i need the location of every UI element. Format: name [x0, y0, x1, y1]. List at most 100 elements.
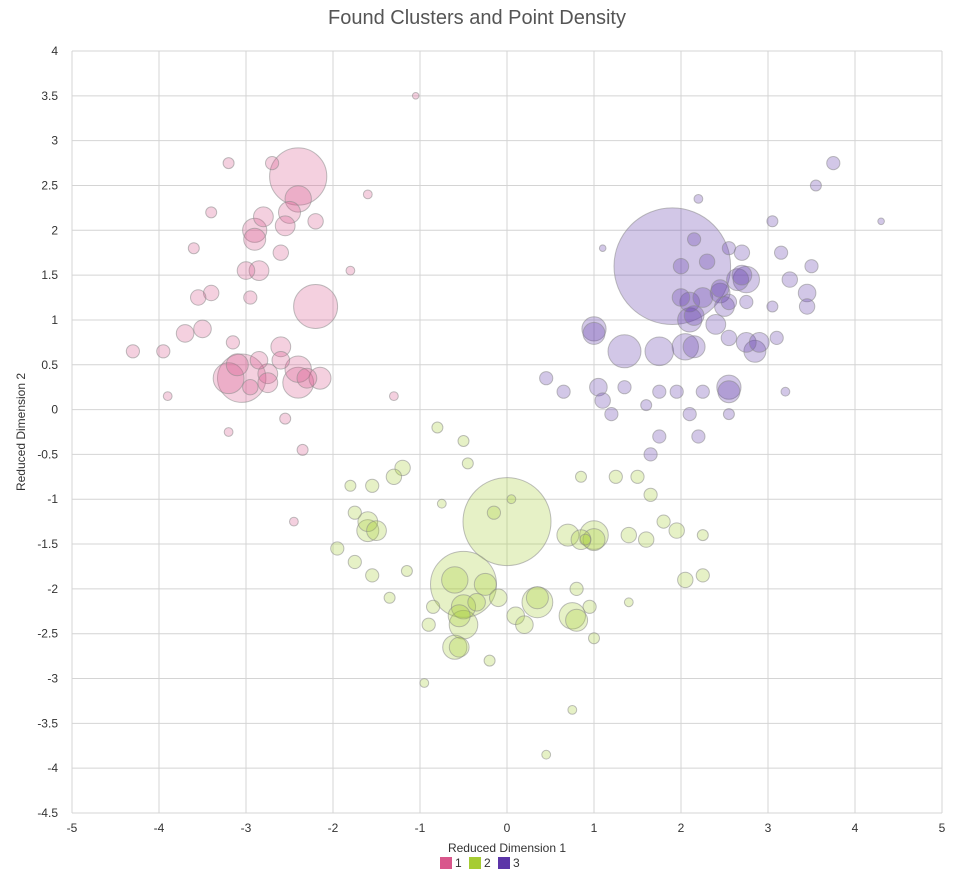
bubble-point[interactable] — [271, 351, 291, 370]
bubble-point[interactable] — [193, 319, 212, 339]
bubble-point[interactable] — [257, 372, 279, 394]
bubble-point[interactable] — [565, 608, 589, 632]
bubble-point[interactable] — [365, 568, 380, 583]
bubble-point[interactable] — [696, 529, 709, 542]
bubble-point[interactable] — [156, 344, 171, 359]
bubble-point[interactable] — [307, 213, 324, 230]
bubble-point[interactable] — [362, 189, 373, 200]
bubble-point[interactable] — [692, 287, 714, 308]
bubble-point[interactable] — [344, 479, 357, 492]
bubble-point[interactable] — [733, 244, 751, 261]
bubble-point[interactable] — [411, 92, 420, 100]
bubble-point[interactable] — [643, 447, 658, 462]
bubble-point[interactable] — [279, 412, 292, 425]
bubble-point[interactable] — [780, 386, 791, 397]
bubble-point[interactable] — [589, 377, 608, 397]
bubble-point[interactable] — [607, 334, 642, 369]
bubble-point[interactable] — [804, 259, 819, 274]
bubble-point[interactable] — [125, 344, 140, 359]
bubble-point[interactable] — [243, 227, 267, 251]
bubble-point[interactable] — [623, 597, 634, 608]
bubble-point[interactable] — [489, 588, 508, 608]
bubble-point[interactable] — [541, 749, 552, 760]
bubble-point[interactable] — [385, 468, 403, 485]
bubble-point[interactable] — [162, 391, 173, 402]
bubble-point[interactable] — [640, 399, 653, 412]
bubble-point[interactable] — [525, 586, 549, 610]
bubble-point[interactable] — [604, 407, 619, 422]
bubble-point[interactable] — [721, 241, 737, 256]
bubble-point[interactable] — [588, 632, 600, 645]
bubble-point[interactable] — [720, 329, 738, 347]
bubble-point[interactable] — [293, 284, 339, 329]
bubble-point[interactable] — [308, 366, 332, 390]
bubble-point[interactable] — [539, 371, 554, 386]
bubble-point[interactable] — [400, 565, 413, 577]
bubble-point[interactable] — [205, 206, 218, 219]
bubble-point[interactable] — [766, 215, 779, 228]
bubble-point[interactable] — [515, 615, 534, 635]
bubble-point[interactable] — [289, 516, 299, 527]
bubble-point[interactable] — [212, 362, 245, 395]
bubble-point[interactable] — [556, 384, 571, 399]
bubble-point[interactable] — [716, 374, 742, 400]
bubble-point[interactable] — [608, 469, 623, 484]
bubble-point[interactable] — [582, 599, 597, 614]
bubble-point[interactable] — [556, 523, 580, 547]
bubble-point[interactable] — [781, 271, 798, 288]
bubble-point[interactable] — [278, 200, 301, 224]
bubble-point[interactable] — [569, 581, 584, 597]
bubble-point[interactable] — [223, 427, 234, 437]
bubble-point[interactable] — [579, 520, 609, 550]
bubble-point[interactable] — [709, 282, 731, 304]
bubble-point[interactable] — [739, 294, 754, 310]
bubble-point[interactable] — [826, 156, 841, 171]
bubble-point[interactable] — [441, 566, 469, 594]
bubble-point[interactable] — [748, 332, 770, 353]
bubble-point[interactable] — [695, 568, 710, 583]
bubble-point[interactable] — [265, 156, 280, 171]
bubble-point[interactable] — [243, 290, 258, 305]
bubble-point[interactable] — [579, 533, 592, 546]
bubble-point[interactable] — [483, 654, 496, 667]
bubble-point[interactable] — [677, 307, 703, 333]
bubble-point[interactable] — [284, 185, 312, 213]
bubble-point[interactable] — [436, 498, 447, 509]
bubble-point[interactable] — [617, 380, 632, 395]
bubble-point[interactable] — [473, 572, 497, 596]
bubble-point[interactable] — [203, 284, 220, 302]
bubble-point[interactable] — [669, 384, 684, 399]
bubble-point[interactable] — [668, 522, 685, 539]
bubble-point[interactable] — [695, 384, 710, 399]
bubble-point[interactable] — [672, 258, 690, 275]
bubble-point[interactable] — [567, 705, 578, 715]
bubble-point[interactable] — [448, 636, 470, 658]
bubble-point[interactable] — [683, 305, 705, 326]
bubble-point[interactable] — [249, 351, 269, 370]
bubble-point[interactable] — [421, 617, 436, 632]
bubble-point[interactable] — [366, 520, 387, 541]
bubble-point[interactable] — [630, 469, 645, 484]
bubble-point[interactable] — [394, 459, 411, 477]
bubble-point[interactable] — [774, 245, 789, 260]
bubble-point[interactable] — [187, 242, 200, 255]
bubble-point[interactable] — [798, 298, 816, 315]
bubble-point[interactable] — [717, 380, 741, 404]
bubble-point[interactable] — [594, 392, 611, 409]
bubble-point[interactable] — [462, 477, 552, 567]
bubble-point[interactable] — [575, 470, 587, 483]
bubble-point[interactable] — [671, 288, 691, 307]
bubble-point[interactable] — [644, 336, 675, 367]
bubble-point[interactable] — [272, 244, 289, 261]
bubble-point[interactable] — [877, 217, 885, 226]
bubble-point[interactable] — [347, 554, 362, 570]
bubble-point[interactable] — [190, 289, 207, 306]
bubble-point[interactable] — [809, 179, 822, 192]
bubble-point[interactable] — [705, 314, 727, 335]
bubble-point[interactable] — [652, 429, 667, 444]
bubble-point[interactable] — [682, 335, 706, 359]
bubble-point[interactable] — [457, 435, 470, 447]
bubble-point[interactable] — [613, 207, 732, 326]
bubble-point[interactable] — [682, 407, 697, 422]
bubble-point[interactable] — [236, 261, 256, 280]
